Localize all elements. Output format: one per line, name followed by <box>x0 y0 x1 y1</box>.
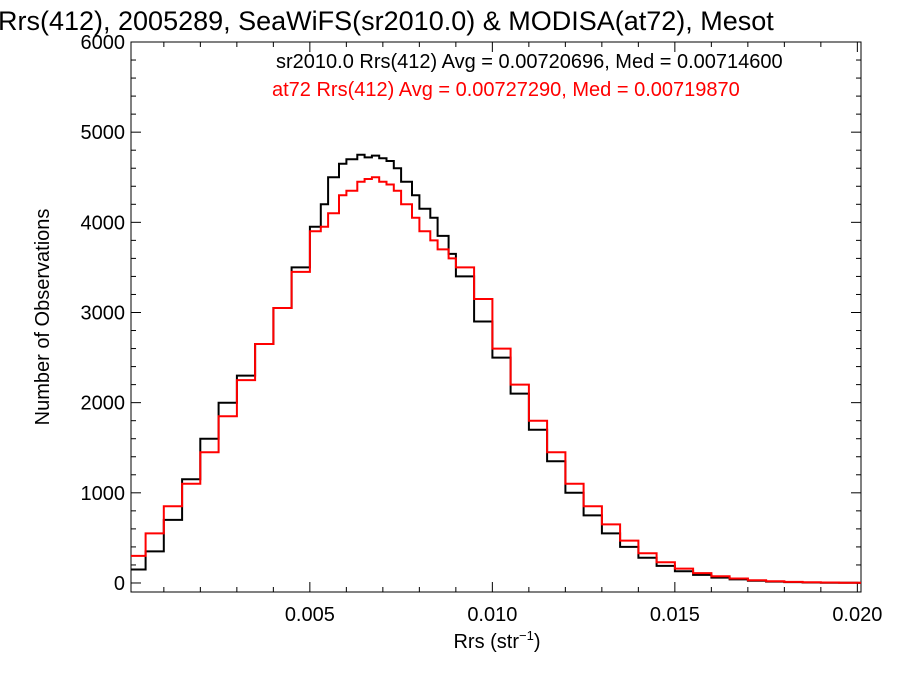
axis-ticks <box>131 41 861 592</box>
x-axis-label-main: Rrs (str <box>453 631 519 653</box>
x-tick-label: 0.010 <box>467 604 517 626</box>
x-tick-label: 0.015 <box>650 604 700 626</box>
x-axis-label: Rrs (str−1) <box>453 628 540 653</box>
y-tick-label: 4000 <box>81 212 126 234</box>
plot-border <box>130 41 862 593</box>
tick-labels: 0 1000 2000 3000 4000 5000 6000 0.005 0.010 0.015… <box>81 32 883 626</box>
y-axis-label: Number of Observations <box>32 209 54 426</box>
series-layer <box>131 153 861 584</box>
y-tick-label: 6000 <box>81 32 126 54</box>
histogram-series-1 <box>131 176 861 584</box>
y-tick-label: 3000 <box>81 302 126 324</box>
x-axis-label-tail: ) <box>534 631 541 653</box>
x-axis-label-sup: −1 <box>519 628 534 643</box>
x-tick-label: 0.020 <box>832 604 882 626</box>
annotation-at72: at72 Rrs(412) Avg = 0.00727290, Med = 0.… <box>272 79 740 101</box>
chart-title: Rrs(412), 2005289, SeaWiFS(sr2010.0) & M… <box>0 6 774 36</box>
x-tick-label: 0.005 <box>285 604 335 626</box>
y-tick-label: 1000 <box>81 483 126 505</box>
histogram-series-0 <box>131 153 861 584</box>
y-tick-label: 0 <box>114 573 125 595</box>
y-tick-label: 2000 <box>81 393 126 415</box>
plot-frame <box>130 41 862 593</box>
y-tick-label: 5000 <box>81 122 126 144</box>
annotation-sr2010: sr2010.0 Rrs(412) Avg = 0.00720696, Med … <box>276 51 783 73</box>
